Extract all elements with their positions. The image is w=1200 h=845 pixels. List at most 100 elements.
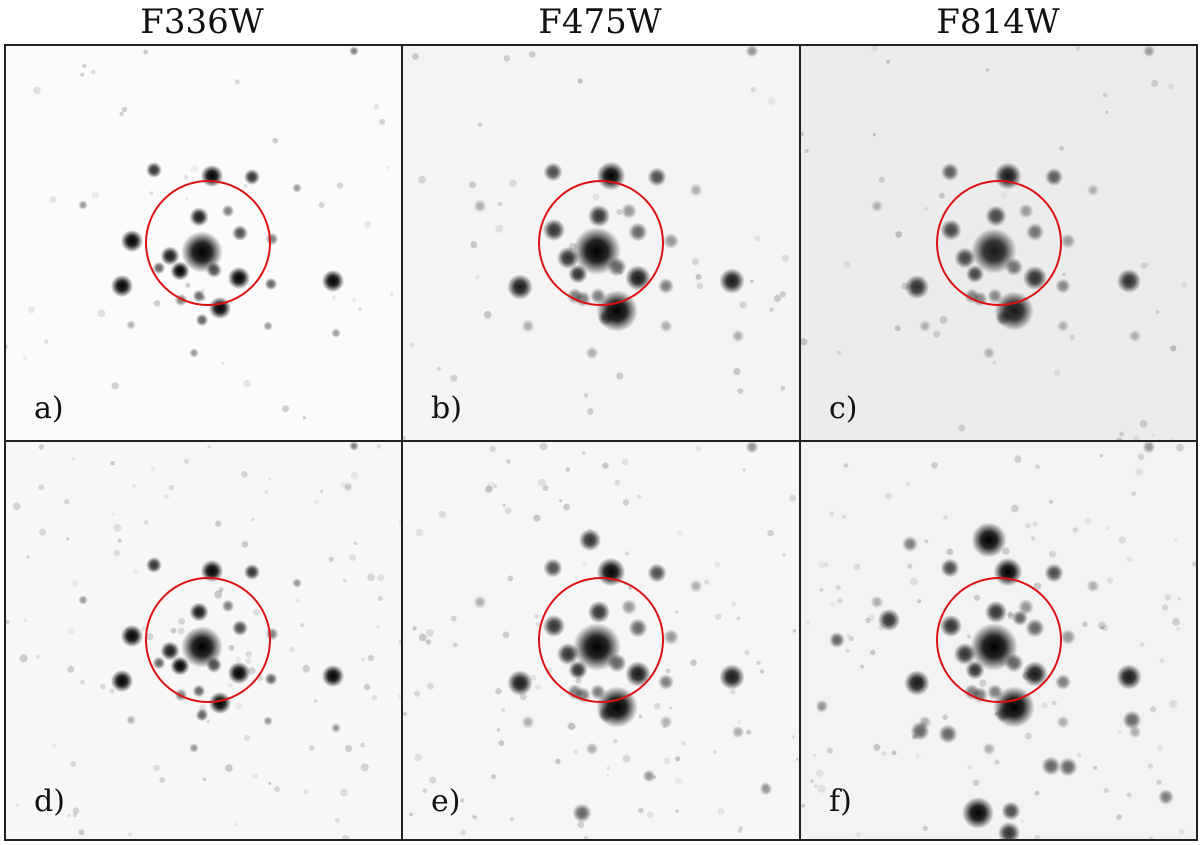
faint-star (343, 578, 347, 583)
faint-star (873, 743, 881, 751)
faint-star (328, 556, 334, 563)
faint-star (27, 306, 36, 314)
star (331, 328, 341, 338)
faint-star (501, 708, 506, 712)
faint-star (1119, 431, 1125, 437)
faint-star (1131, 491, 1136, 496)
star (152, 261, 166, 275)
faint-star (1059, 145, 1065, 151)
faint-star (6, 344, 9, 349)
faint-star (577, 78, 583, 84)
faint-star (300, 623, 305, 628)
faint-star (221, 361, 225, 365)
faint-star (915, 753, 921, 759)
star (263, 321, 273, 331)
faint-star (637, 807, 644, 814)
faint-star (1025, 523, 1031, 529)
faint-star (450, 615, 457, 622)
faint-star (1156, 779, 1162, 785)
faint-star (677, 530, 683, 536)
star (160, 641, 180, 661)
faint-star (493, 484, 498, 489)
faint-star (924, 539, 929, 544)
faint-star (364, 684, 371, 691)
panel-b: b) (403, 46, 801, 442)
star (719, 268, 745, 294)
faint-star (819, 588, 824, 592)
star (719, 664, 745, 690)
faint-star (621, 458, 629, 466)
faint-star (241, 471, 248, 478)
faint-star (958, 424, 966, 432)
star (870, 595, 884, 609)
faint-star (1115, 437, 1123, 440)
faint-star (584, 393, 589, 398)
faint-star (837, 597, 843, 604)
faint-star (1075, 46, 1081, 51)
faint-star (1011, 504, 1019, 513)
faint-star (113, 549, 120, 557)
faint-star (1101, 624, 1109, 632)
faint-star (341, 835, 350, 839)
star (244, 564, 260, 580)
star (731, 725, 745, 739)
star (759, 782, 773, 796)
star (208, 296, 232, 320)
star (1116, 664, 1142, 690)
faint-star (1032, 521, 1038, 527)
faint-star (668, 706, 673, 710)
faint-star (1150, 706, 1156, 713)
faint-star (409, 812, 413, 817)
faint-star (1099, 625, 1104, 630)
faint-star (235, 656, 242, 663)
faint-star (377, 596, 383, 601)
faint-star (302, 416, 306, 420)
faint-star (38, 444, 45, 450)
faint-star (111, 512, 116, 516)
faint-star (183, 175, 189, 180)
star-field-image (801, 442, 1196, 839)
star (542, 218, 566, 242)
faint-star (1014, 455, 1022, 463)
star (152, 656, 166, 670)
aperture-circle (145, 577, 271, 703)
star (628, 222, 648, 242)
faint-star (403, 436, 406, 440)
star (264, 277, 278, 291)
faint-star (264, 490, 269, 495)
panel-label: c) (829, 391, 858, 426)
faint-star (985, 68, 990, 72)
column-header-0: F336W (140, 2, 264, 42)
star (628, 618, 648, 638)
faint-star (537, 478, 546, 487)
faint-star (66, 537, 70, 541)
faint-star (1169, 699, 1178, 708)
faint-star (202, 777, 207, 782)
faint-star (1092, 765, 1098, 770)
star (987, 288, 1003, 304)
faint-star (736, 719, 742, 725)
faint-star (534, 614, 539, 619)
faint-star (477, 122, 483, 127)
faint-star (39, 528, 47, 536)
star (953, 642, 977, 666)
faint-star (1178, 829, 1185, 835)
star (110, 669, 134, 693)
faint-star (415, 528, 424, 537)
star-field-image (6, 46, 401, 440)
star (731, 329, 745, 343)
star (658, 278, 674, 294)
faint-star (1062, 272, 1066, 277)
faint-star (750, 87, 756, 93)
star (658, 674, 674, 690)
faint-star (15, 803, 20, 808)
star (265, 232, 279, 246)
faint-star (801, 131, 805, 137)
faint-star (78, 829, 85, 836)
star (940, 558, 960, 578)
faint-star (779, 291, 787, 298)
faint-star (692, 258, 699, 266)
faint-star (475, 275, 480, 280)
faint-star (533, 514, 541, 522)
faint-star (754, 235, 761, 242)
